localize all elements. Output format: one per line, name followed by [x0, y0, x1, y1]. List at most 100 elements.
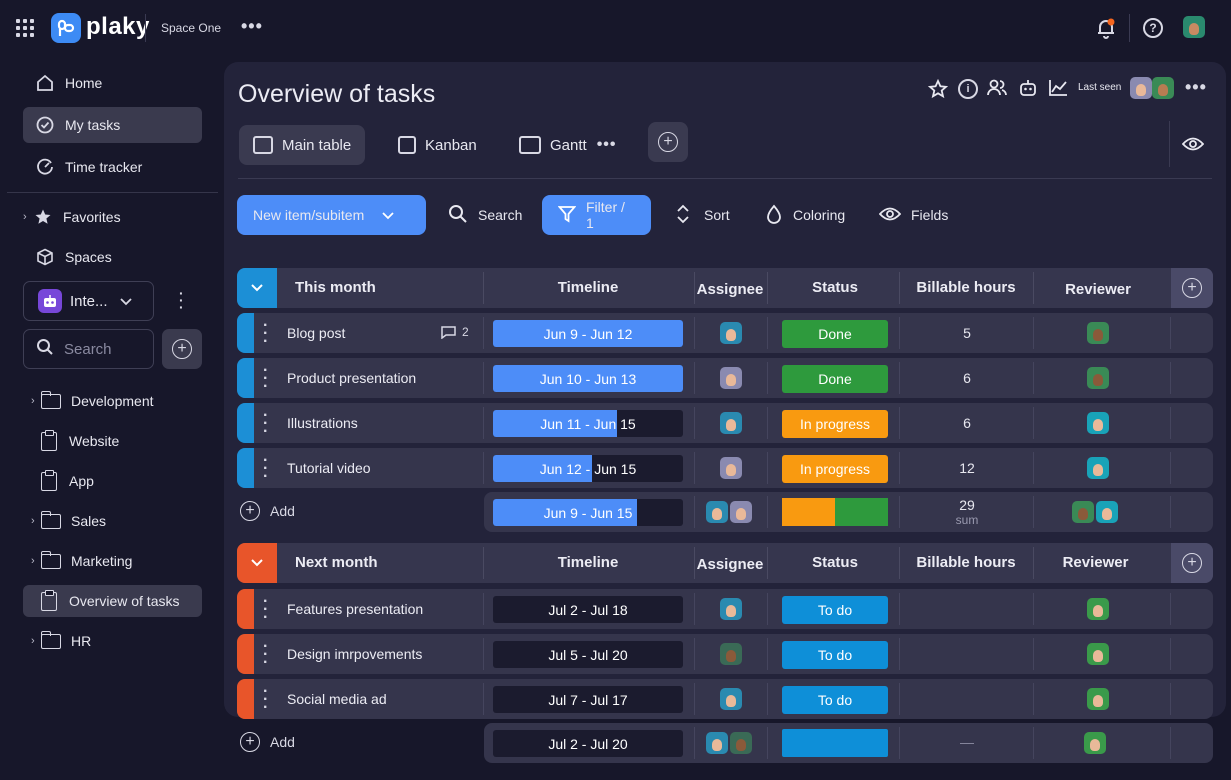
task-name[interactable]: Tutorial video	[287, 460, 371, 476]
fields-button[interactable]: Fields	[878, 195, 948, 235]
row-menu-icon[interactable]: · · ·	[263, 593, 269, 626]
more-options-icon[interactable]: •••	[596, 136, 617, 153]
timeline-cell[interactable]: Jul 7 - Jul 17	[493, 686, 683, 713]
row-menu-icon[interactable]: · · ·	[263, 317, 269, 350]
help-icon[interactable]: ?	[1143, 18, 1163, 38]
sidebar-search-input[interactable]: Search	[23, 329, 154, 369]
space-name[interactable]: Space One	[161, 21, 222, 35]
assignee-avatar[interactable]	[720, 412, 742, 434]
table-row[interactable]: · · · Features presentation Jul 2 - Jul 18…	[237, 589, 1213, 629]
activity-chart-icon[interactable]	[1048, 79, 1068, 102]
assignee-avatar[interactable]	[720, 688, 742, 710]
tree-item-hr[interactable]: › HR	[23, 625, 202, 657]
tab-main-table[interactable]: Main table	[239, 125, 366, 165]
reviewer-avatar[interactable]	[1087, 688, 1109, 710]
status-badge[interactable]: In progress	[782, 455, 888, 483]
task-name[interactable]: Blog post	[287, 325, 346, 341]
timeline-cell[interactable]: Jun 9 - Jun 12	[493, 320, 683, 347]
filter-button[interactable]: Filter / 1	[542, 195, 651, 235]
status-badge[interactable]: Done	[782, 320, 888, 348]
coloring-button[interactable]: Coloring	[765, 195, 845, 235]
vertical-more-icon[interactable]: · · ·	[179, 285, 184, 315]
workspace-selector[interactable]: Inte...	[23, 281, 154, 321]
reviewer-avatar[interactable]	[1087, 457, 1109, 479]
column-header-billable-hours[interactable]: Billable hours	[916, 279, 1016, 296]
new-item-button[interactable]: New item/subitem	[237, 195, 426, 235]
billable-hours[interactable]: 12	[959, 460, 975, 476]
assignee-avatar[interactable]	[720, 457, 742, 479]
task-name[interactable]: Social media ad	[287, 691, 387, 707]
column-header-billable-hours[interactable]: Billable hours	[916, 554, 1016, 571]
comment-count[interactable]: 2	[441, 325, 469, 339]
row-menu-icon[interactable]: · · ·	[263, 452, 269, 485]
task-name[interactable]: Features presentation	[287, 601, 424, 617]
billable-hours[interactable]: 6	[963, 415, 971, 431]
timeline-cell[interactable]: Jul 2 - Jul 18	[493, 596, 683, 623]
row-menu-icon[interactable]: · · ·	[263, 638, 269, 671]
status-badge[interactable]: To do	[782, 596, 888, 624]
tree-item-marketing[interactable]: › Marketing	[23, 545, 202, 577]
add-item-button[interactable]: + Add	[240, 732, 295, 752]
status-badge[interactable]: To do	[782, 641, 888, 669]
timeline-cell[interactable]: Jun 12 - Jun 15	[493, 455, 683, 482]
add-column-button[interactable]: +	[1171, 268, 1213, 308]
users-icon[interactable]	[986, 78, 1008, 103]
column-header-assignee[interactable]: Assignee	[696, 281, 764, 298]
column-header-assignee[interactable]: Assignee	[696, 556, 764, 573]
column-header-timeline[interactable]: Timeline	[557, 554, 619, 571]
sidebar-item-home[interactable]: Home	[23, 65, 202, 101]
avatar[interactable]	[1152, 77, 1174, 99]
billable-hours[interactable]: 5	[963, 325, 971, 341]
timeline-cell[interactable]: Jun 11 - Jun 15	[493, 410, 683, 437]
sidebar-item-favorites[interactable]: › Favorites	[23, 199, 202, 235]
tree-item-overview-of-tasks[interactable]: Overview of tasks	[23, 585, 202, 617]
task-name[interactable]: Product presentation	[287, 370, 417, 386]
reviewer-avatar[interactable]	[1087, 412, 1109, 434]
reviewer-avatar[interactable]	[1087, 598, 1109, 620]
row-menu-icon[interactable]: · · ·	[263, 683, 269, 716]
assignee-avatar[interactable]	[720, 322, 742, 344]
add-item-button[interactable]: + Add	[240, 501, 295, 521]
group-collapse-toggle[interactable]	[237, 268, 277, 308]
column-header-reviewer[interactable]: Reviewer	[1065, 281, 1131, 298]
status-badge[interactable]: Done	[782, 365, 888, 393]
reviewer-avatar[interactable]	[1087, 643, 1109, 665]
tree-item-development[interactable]: › Development	[23, 385, 202, 417]
column-header-status[interactable]: Status	[812, 554, 858, 571]
group-name[interactable]: This month	[295, 279, 376, 296]
add-view-button[interactable]: +	[648, 122, 688, 162]
bot-icon[interactable]	[1018, 77, 1038, 104]
group-name[interactable]: Next month	[295, 554, 378, 571]
row-menu-icon[interactable]: · · ·	[263, 362, 269, 395]
reviewer-avatar[interactable]	[1087, 367, 1109, 389]
table-row[interactable]: · · · Design imrpovements Jul 5 - Jul 20 T…	[237, 634, 1213, 674]
apps-grid-icon[interactable]	[16, 19, 34, 37]
more-options-icon[interactable]: •••	[1185, 77, 1207, 97]
assignee-avatar[interactable]	[720, 367, 742, 389]
table-row[interactable]: · · · Tutorial video Jun 12 - Jun 15 In pr…	[237, 448, 1213, 488]
sidebar-item-spaces[interactable]: Spaces	[23, 239, 202, 275]
billable-hours[interactable]: 6	[963, 370, 971, 386]
table-row[interactable]: · · · Product presentation Jun 10 - Jun 13…	[237, 358, 1213, 398]
notification-bell-icon[interactable]	[1095, 17, 1117, 44]
table-row[interactable]: · · · Illustrations Jun 11 - Jun 15 In pro…	[237, 403, 1213, 443]
timeline-cell[interactable]: Jul 5 - Jul 20	[493, 641, 683, 668]
sidebar-item-my-tasks[interactable]: My tasks	[23, 107, 202, 143]
timeline-cell[interactable]: Jun 10 - Jun 13	[493, 365, 683, 392]
column-header-reviewer[interactable]: Reviewer	[1062, 554, 1129, 571]
more-options-icon[interactable]: •••	[241, 16, 263, 36]
tab-kanban[interactable]: Kanban	[384, 125, 491, 165]
tree-item-app[interactable]: App	[23, 465, 202, 497]
column-header-timeline[interactable]: Timeline	[557, 279, 619, 296]
status-badge[interactable]: In progress	[782, 410, 888, 438]
add-button[interactable]: +	[162, 329, 202, 369]
tree-item-website[interactable]: Website	[23, 425, 202, 457]
add-column-button[interactable]: +	[1171, 543, 1213, 583]
search-button[interactable]: Search	[448, 195, 522, 235]
group-collapse-toggle[interactable]	[237, 543, 277, 583]
assignee-avatar[interactable]	[720, 643, 742, 665]
star-outline-icon[interactable]	[927, 78, 949, 104]
table-row[interactable]: · · · Blog post 2 Jun 9 - Jun 12 Done 5	[237, 313, 1213, 353]
tree-item-sales[interactable]: › Sales	[23, 505, 202, 537]
tab-gantt[interactable]: Gantt •••	[505, 125, 631, 165]
